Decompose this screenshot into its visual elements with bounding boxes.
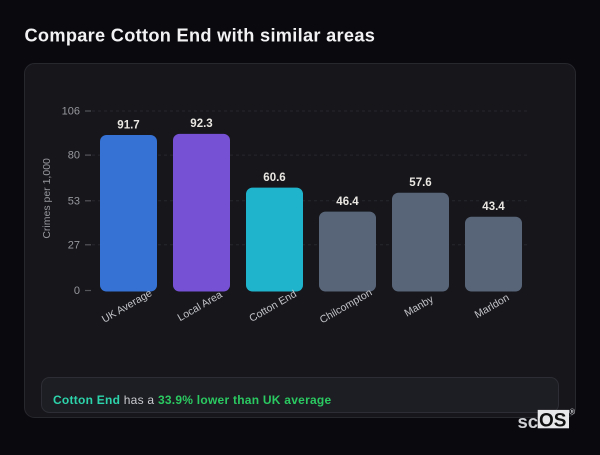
svg-text:92.3: 92.3	[190, 118, 212, 130]
svg-text:0: 0	[74, 285, 80, 297]
svg-text:OS: OS	[539, 411, 566, 432]
svg-text:91.7: 91.7	[117, 119, 139, 131]
svg-text:Crimes per 1,000: Crimes per 1,000	[41, 158, 53, 239]
svg-text:sc: sc	[518, 411, 539, 432]
svg-text:®: ®	[569, 408, 575, 417]
svg-text:57.6: 57.6	[409, 177, 431, 189]
svg-text:27: 27	[68, 239, 80, 251]
svg-text:43.4: 43.4	[482, 201, 505, 213]
svg-text:60.6: 60.6	[263, 172, 285, 184]
svg-text:80: 80	[68, 150, 80, 162]
svg-text:53: 53	[68, 195, 80, 207]
svg-text:46.4: 46.4	[336, 196, 359, 208]
svg-text:Compare Cotton End with simila: Compare Cotton End with similar areas	[25, 26, 376, 46]
svg-text:106: 106	[62, 106, 80, 118]
svg-text:Cotton End has a 33.9% lower t: Cotton End has a 33.9% lower than UK ave…	[53, 393, 331, 407]
